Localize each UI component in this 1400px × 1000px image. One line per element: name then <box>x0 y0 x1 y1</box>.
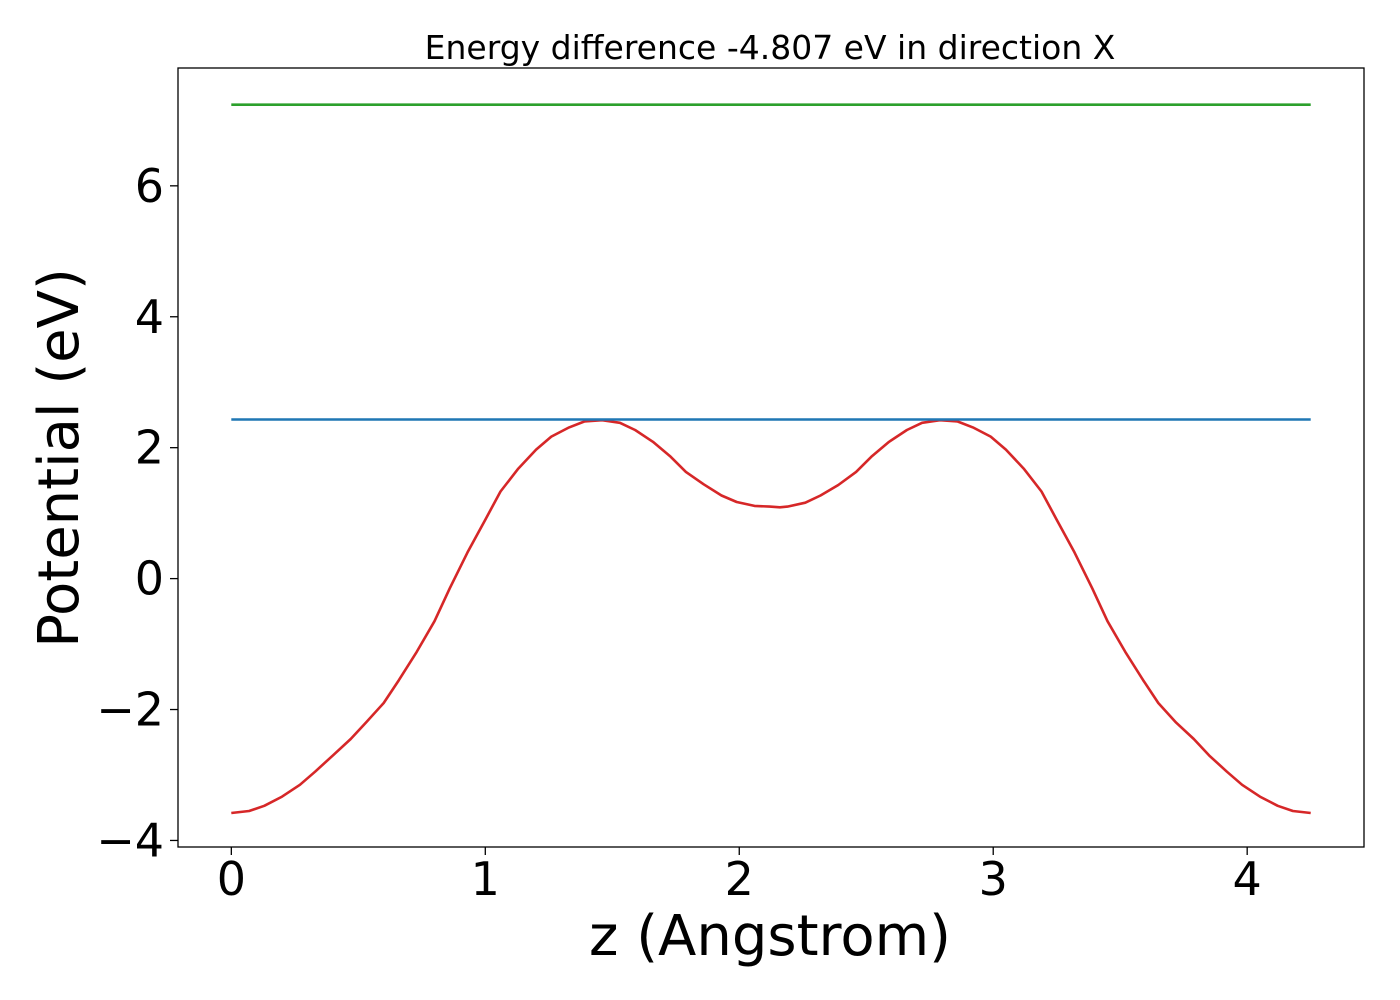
y-tick-label: −4 <box>96 813 164 867</box>
series-line-0 <box>231 418 1311 815</box>
x-axis-ticks: 0 1 2 3 4 <box>217 847 1262 906</box>
y-tick-label: −2 <box>96 683 164 737</box>
series-layer <box>231 103 1311 815</box>
x-tick-label: 1 <box>471 852 500 906</box>
chart-title: Energy difference -4.807 eV in direction… <box>425 28 1116 67</box>
x-axis-label: z (Angstrom) <box>589 904 951 969</box>
y-axis-ticks: −4 −2 0 2 4 6 <box>96 159 178 867</box>
x-tick-label: 0 <box>217 852 246 906</box>
y-tick-label: 4 <box>135 290 164 344</box>
y-tick-label: 6 <box>135 159 164 213</box>
x-tick-label: 3 <box>979 852 1008 906</box>
x-tick-label: 4 <box>1233 852 1262 906</box>
y-axis-label: Potential (eV) <box>27 268 92 648</box>
y-tick-label: 2 <box>135 421 164 475</box>
y-tick-label: 0 <box>135 552 164 606</box>
x-tick-label: 2 <box>725 852 754 906</box>
plot-frame <box>177 67 1365 848</box>
